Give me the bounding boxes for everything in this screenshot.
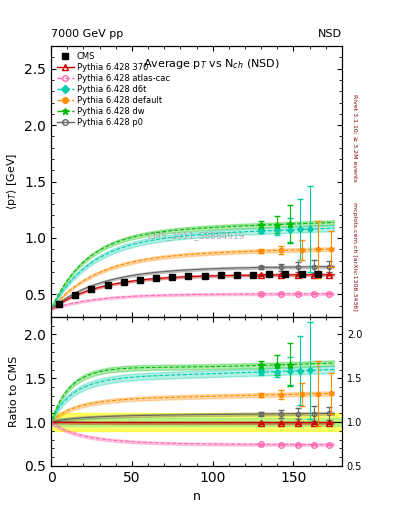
- Text: NSD: NSD: [318, 29, 342, 39]
- Text: mcplots.cern.ch [arXiv:1306.3436]: mcplots.cern.ch [arXiv:1306.3436]: [352, 202, 357, 310]
- Text: CMS_2011_S8884919: CMS_2011_S8884919: [148, 231, 245, 240]
- Text: Average p$_T$ vs N$_{ch}$ (NSD): Average p$_T$ vs N$_{ch}$ (NSD): [143, 57, 279, 71]
- Y-axis label: ⟨p$_T$⟩ [GeV]: ⟨p$_T$⟩ [GeV]: [5, 153, 19, 210]
- Text: Rivet 3.1.10; ≥ 3.2M events: Rivet 3.1.10; ≥ 3.2M events: [352, 94, 357, 182]
- X-axis label: n: n: [193, 490, 200, 503]
- Legend: CMS, Pythia 6.428 370, Pythia 6.428 atlas-cac, Pythia 6.428 d6t, Pythia 6.428 de: CMS, Pythia 6.428 370, Pythia 6.428 atla…: [55, 50, 172, 129]
- Text: 7000 GeV pp: 7000 GeV pp: [51, 29, 123, 39]
- Y-axis label: Ratio to CMS: Ratio to CMS: [9, 356, 19, 427]
